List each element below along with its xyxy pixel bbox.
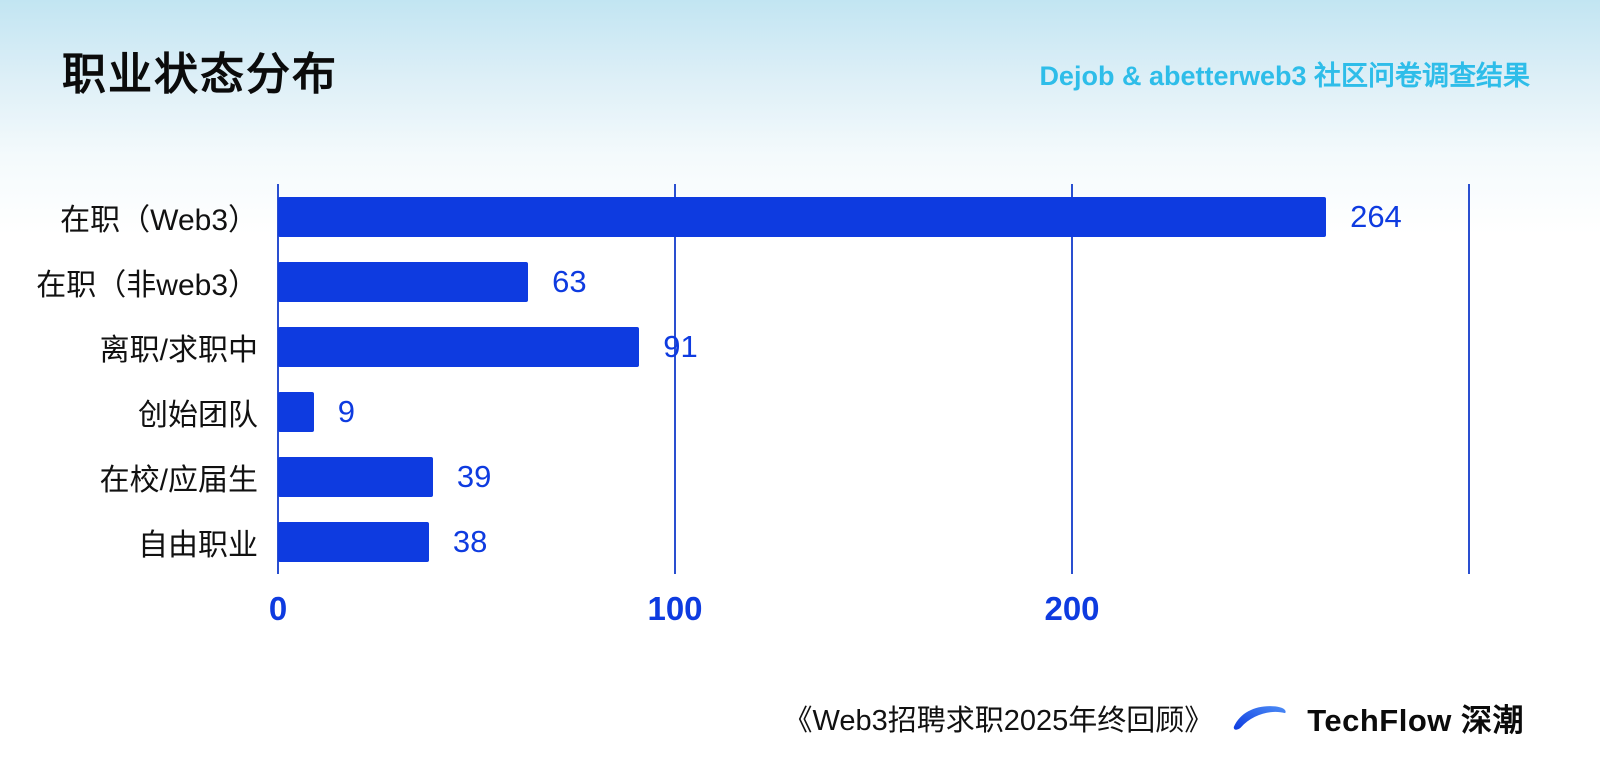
bar-value-label: 91 [663, 328, 698, 364]
gridline [674, 184, 676, 574]
footer: 《Web3招聘求职2025年终回顾》 TechFlow 深潮 [783, 695, 1524, 740]
category-label: 自由职业 [138, 528, 258, 562]
brand-name: TechFlow 深潮 [1307, 703, 1524, 738]
plot-column: 264 63 91 9 39 38 0 100 200 [269, 184, 1470, 644]
bar-row: 39 [278, 444, 1469, 509]
bar-value-label: 9 [337, 393, 355, 429]
bar [278, 326, 640, 367]
bar-row: 38 [278, 509, 1469, 574]
category-label-column: 在职（Web3） 在职（非web3） 离职/求职中创始团队在校/应届生自由职业 [0, 184, 278, 644]
bar [278, 261, 529, 302]
gridline [277, 184, 279, 574]
category-label: 在职（Web3） [60, 203, 258, 237]
x-axis-tick-label: 200 [1044, 590, 1100, 627]
x-axis-tick-label: 100 [647, 590, 703, 627]
bar-value-label: 38 [452, 523, 488, 559]
techflow-logo-icon [1231, 702, 1289, 734]
category-label: 离职/求职中 [99, 333, 258, 367]
bar-row: 91 [278, 314, 1469, 379]
bar-row: 264 [278, 184, 1469, 249]
bar [278, 196, 1327, 237]
bar-rows: 264 63 91 9 39 38 [278, 184, 1469, 574]
page-subtitle: Dejob & abetterweb3 社区问卷调查结果 [1039, 61, 1530, 91]
source-citation: 《Web3招聘求职2025年终回顾》 [783, 704, 1214, 737]
page-title: 职业状态分布 [62, 50, 338, 99]
bar-value-label: 264 [1350, 198, 1402, 234]
bar-chart: 在职（Web3） 在职（非web3） 离职/求职中创始团队在校/应届生自由职业 26… [0, 184, 1600, 644]
chart-plot-area: 264 63 91 9 39 38 [277, 184, 1470, 574]
gridline [1071, 184, 1073, 574]
bar-row: 9 [278, 379, 1469, 444]
bar-value-label: 39 [456, 458, 492, 494]
x-axis-tick-label: 0 [268, 590, 288, 627]
gridline [1468, 184, 1470, 574]
bar [278, 456, 433, 497]
category-label: 创始团队 [138, 398, 258, 432]
category-label: 在职（非web3） [36, 268, 258, 302]
x-axis: 0 100 200 [269, 574, 1469, 644]
bar [278, 391, 314, 432]
bar-row: 63 [278, 249, 1469, 314]
category-label: 在校/应届生 [99, 463, 258, 497]
bar-value-label: 63 [552, 263, 587, 299]
bar [278, 521, 429, 562]
header: 职业状态分布 Dejob & abetterweb3 社区问卷调查结果 [0, 0, 1600, 102]
